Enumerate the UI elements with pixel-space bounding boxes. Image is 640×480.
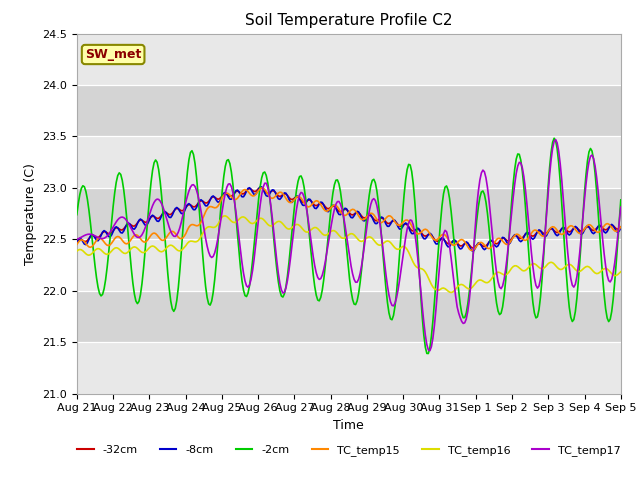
- Bar: [77, 34, 621, 85]
- Bar: [77, 85, 621, 136]
- Bar: [77, 136, 621, 188]
- Y-axis label: Temperature (C): Temperature (C): [24, 163, 36, 264]
- Bar: [77, 240, 621, 291]
- Bar: [77, 291, 621, 342]
- Text: SW_met: SW_met: [85, 48, 141, 61]
- Bar: [77, 342, 621, 394]
- Bar: [77, 188, 621, 240]
- Title: Soil Temperature Profile C2: Soil Temperature Profile C2: [245, 13, 452, 28]
- Legend: -32cm, -8cm, -2cm, TC_temp15, TC_temp16, TC_temp17: -32cm, -8cm, -2cm, TC_temp15, TC_temp16,…: [72, 440, 625, 460]
- X-axis label: Time: Time: [333, 419, 364, 432]
